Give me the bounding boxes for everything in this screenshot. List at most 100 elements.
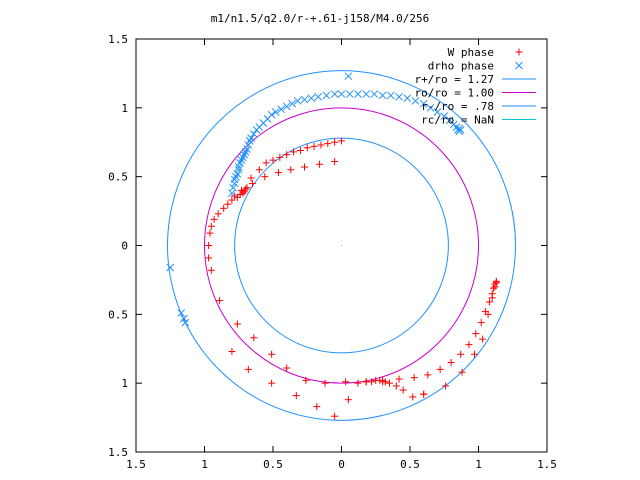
reference-circles [167,70,516,421]
w-phase-point [465,341,473,349]
w-phase-point [477,319,485,327]
legend-marker [515,48,523,56]
drho-phase-point [337,90,346,98]
y-tick-label: 1 [121,377,128,390]
origin-dot [341,245,342,246]
w-phase-point [316,160,324,168]
drho-phase-point [362,90,371,98]
drho-phase-point [419,99,428,108]
drho-phase-point [233,170,242,178]
x-tick-label: 0.5 [263,458,283,471]
y-tick-label: 0 [121,240,128,253]
w-phase-point [324,140,332,148]
y-tick-label: 1.5 [108,33,128,46]
w-phase-point [296,147,304,155]
drho-phase-point [426,103,435,112]
w-phase-point [484,310,492,318]
w-phase-point [248,180,256,188]
data-points [166,72,500,420]
w-phase-point [205,242,213,249]
w-phase-point [420,390,428,398]
legend-label: r+/ro = 1.27 [415,73,494,86]
w-phase-point [290,148,298,156]
w-phase-point [485,298,493,306]
x-tick-label: 1 [475,458,482,471]
drho-phase-point [314,92,323,101]
drho-phase-point [249,130,258,138]
w-phase-point [261,173,269,181]
circle-ro-ro-1-00 [204,107,479,384]
w-phase-point [399,386,407,394]
drho-phase-point [395,92,403,101]
w-phase-point [362,378,370,386]
drho-phase-point [454,126,462,134]
w-phase-point [442,382,450,390]
w-phase-point [313,403,321,411]
drho-phase-point [345,90,354,98]
drho-phase-point [288,99,297,108]
w-phase-point [240,188,248,196]
legend-marker [515,61,523,70]
w-phase-point [338,137,345,145]
y-tick-label: 1 [121,102,128,115]
w-phase-point [216,297,224,305]
w-phase-point [233,193,241,201]
drho-phase-point [386,91,395,100]
w-phase-point [268,350,276,358]
drho-phase-point [181,318,190,327]
w-phase-point [385,379,393,387]
circle-r-ro-1-27 [167,70,516,421]
drho-phase-point [440,112,449,120]
drho-phase-point [244,141,253,149]
drho-phase-point [330,90,339,98]
drho-phase-point [322,91,331,100]
drho-phase-point [354,90,362,98]
chart-title: m1/n1.5/q2.0/r-+.61-j158/M4.0/256 [211,12,430,25]
drho-phase-point [177,309,186,317]
w-phase-point [287,166,295,174]
w-phase-point [491,283,499,291]
w-phase-point [283,151,291,159]
legend-label: ro/ro = 1.00 [415,87,494,100]
w-phase-point [233,320,241,328]
w-phase-point [409,393,417,401]
w-phase-point [207,222,215,230]
drho-phase-point [403,94,412,103]
drho-phase-point [234,163,243,171]
w-phase-point [410,374,418,382]
drho-phase-point [234,165,243,174]
x-tick-label: 0.5 [400,458,420,471]
w-phase-point [492,279,500,287]
w-phase-point [302,376,310,384]
legend-label: rc/ro = NaN [421,114,494,127]
drho-phase-point [293,97,302,105]
drho-phase-point [271,108,280,116]
w-phase-point [247,174,255,182]
drho-phase-point [180,314,188,323]
w-phase-point [344,396,352,404]
w-phase-point [206,229,214,237]
w-phase-point [331,138,339,146]
w-phase-point [470,350,478,358]
w-phase-point [274,169,282,177]
w-phase-point [392,382,400,390]
w-phase-point [255,166,263,174]
w-phase-point [458,368,466,376]
w-phase-point [436,365,444,373]
drho-phase-point [344,72,353,81]
x-tick-label: 1.5 [126,458,146,471]
w-phase-point [372,376,380,384]
w-phase-point [283,364,291,372]
w-phase-point [490,284,498,292]
legend-label: r-/ro = .78 [421,100,494,113]
drho-phase-point [300,95,309,104]
w-phase-point [395,375,403,383]
w-phase-point [488,294,496,302]
y-tick-label: 1.5 [108,446,128,459]
w-phase-point [331,158,339,166]
w-phase-point [207,266,215,274]
w-phase-point [479,335,487,343]
x-tick-label: 1 [201,458,208,471]
w-phase-point [310,142,318,150]
